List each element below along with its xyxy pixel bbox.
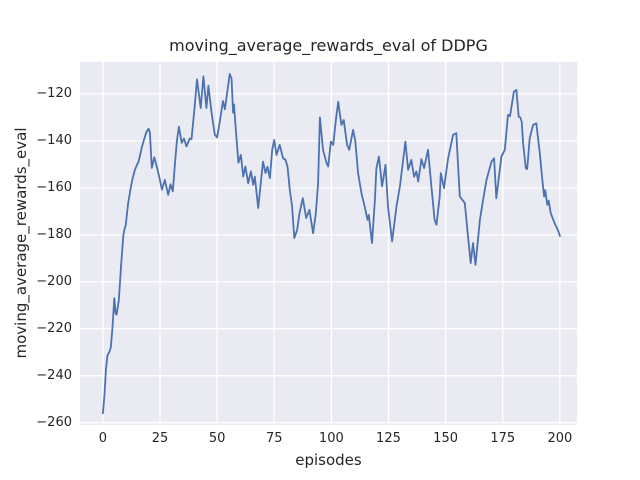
y-tick-label: −180: [36, 227, 72, 243]
y-tick-label: −200: [36, 274, 72, 290]
x-tick-label: 150: [433, 431, 458, 446]
chart-title: moving_average_rewards_eval of DDPG: [169, 36, 488, 55]
line-chart: [80, 62, 577, 425]
x-tick-label: 25: [151, 431, 169, 446]
x-axis-label: episodes: [295, 451, 362, 469]
x-tick-label: 200: [547, 431, 573, 446]
gridlines: [80, 62, 577, 425]
x-tick-label: 50: [208, 431, 226, 446]
y-tick-label: −140: [36, 133, 72, 149]
x-tick-label: 0: [98, 431, 107, 446]
plot-area: [80, 62, 577, 425]
y-tick-label: −120: [36, 86, 72, 102]
y-axis-label: moving_average_rewards_eval: [12, 127, 30, 359]
y-tick-label: −160: [36, 180, 72, 196]
y-tick-label: −240: [36, 368, 72, 384]
y-tick-label: −220: [36, 321, 72, 337]
x-tick-label: 100: [318, 431, 344, 446]
x-tick-label: 75: [265, 431, 283, 446]
x-tick-label: 175: [490, 431, 516, 446]
data-series-line: [101, 73, 561, 415]
y-tick-label: −260: [36, 415, 72, 431]
x-tick-label: 125: [376, 431, 401, 446]
